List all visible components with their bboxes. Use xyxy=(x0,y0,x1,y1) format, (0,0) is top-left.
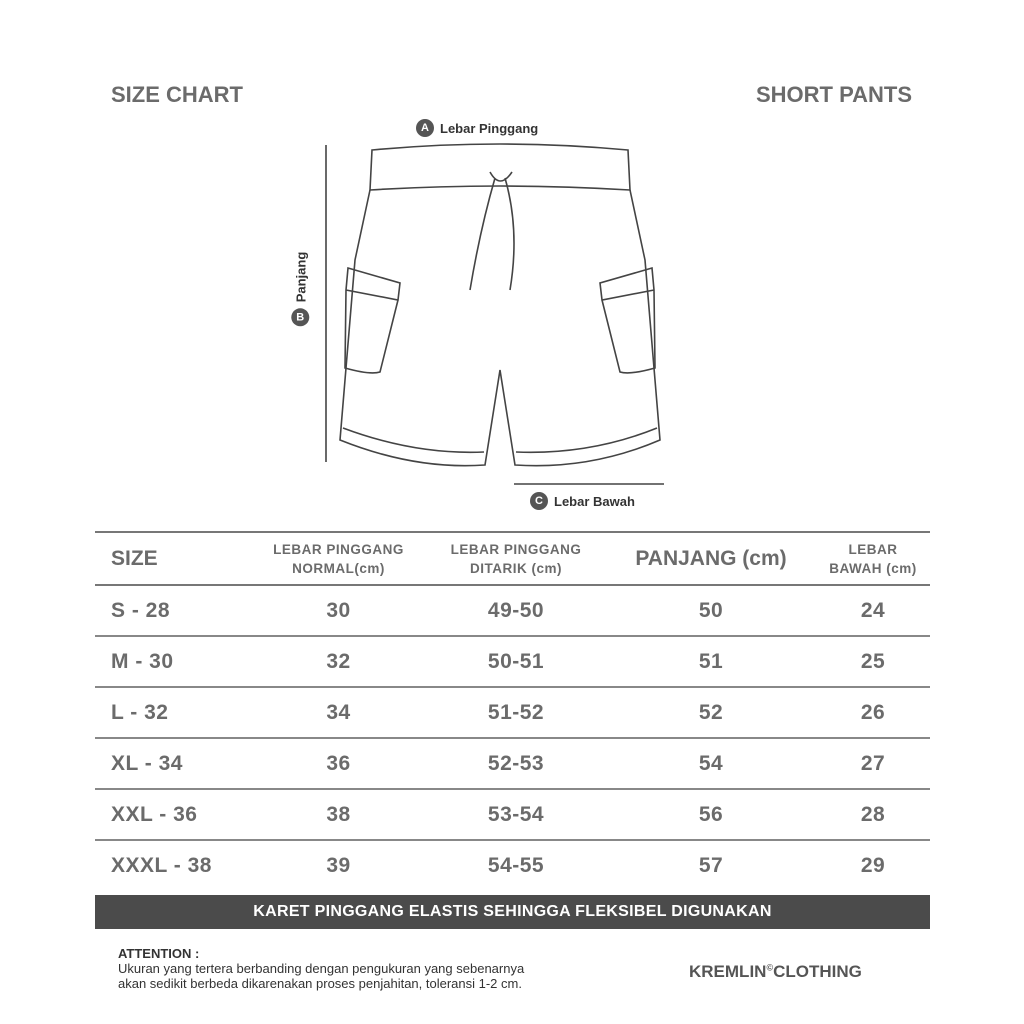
size-cell: XXL - 36 xyxy=(111,802,198,826)
size-cell: S - 28 xyxy=(111,598,171,622)
table-row: XL - 34 36 52-53 54 27 xyxy=(95,738,930,789)
waist-stretched-cell: 50-51 xyxy=(487,649,545,673)
table-row: XXL - 36 38 53-54 56 28 xyxy=(95,789,930,840)
hem-width-cell: 27 xyxy=(860,751,886,775)
hem-width-cell: 28 xyxy=(860,802,886,826)
waist-normal-cell: 38 xyxy=(326,802,351,826)
waist-stretched-cell: 54-55 xyxy=(487,854,545,877)
product-type-title: SHORT PANTS xyxy=(755,82,912,107)
hem-width-cell: 26 xyxy=(860,700,886,724)
length-cell: 50 xyxy=(698,598,724,622)
size-table: SIZE LEBAR PINGGANG NORMAL(cm) LEBAR PING… xyxy=(95,531,930,891)
attention-note: ATTENTION : Ukuran yang tertera berbandi… xyxy=(118,946,525,991)
hem-width-cell: 24 xyxy=(860,598,886,622)
table-row: M - 30 32 50-51 51 25 xyxy=(95,636,930,687)
table-header-row: SIZE LEBAR PINGGANG NORMAL(cm) LEBAR PING… xyxy=(95,532,930,585)
size-cell: L - 32 xyxy=(111,700,169,724)
waist-normal-cell: 30 xyxy=(326,598,351,622)
length-cell: 54 xyxy=(698,751,724,775)
length-cell: 52 xyxy=(698,700,724,724)
waist-normal-cell: 34 xyxy=(326,700,351,724)
waist-stretched-cell: 51-52 xyxy=(487,700,545,724)
size-cell: XL - 34 xyxy=(111,751,183,775)
brand-logo: KREMLIN©CLOTHING xyxy=(689,962,862,981)
table-row: L - 32 34 51-52 52 26 xyxy=(95,687,930,738)
waist-stretched-cell: 49-50 xyxy=(487,598,545,622)
length-cell: 56 xyxy=(698,802,724,826)
length-cell: 51 xyxy=(698,649,724,673)
table-row: XXXL - 38 39 54-55 57 29 xyxy=(95,840,930,891)
label-hem-width: C Lebar Bawah xyxy=(530,492,635,510)
waistband xyxy=(369,143,631,191)
waist-stretched-cell: 53-54 xyxy=(487,802,545,826)
size-chart-title: SIZE CHART xyxy=(111,82,243,107)
hem-width-cell: 25 xyxy=(860,649,886,673)
elastic-waist-banner: KARET PINGGANG ELASTIS SEHINGGA FLEKSIBE… xyxy=(95,895,930,929)
waist-stretched-cell: 52-53 xyxy=(487,751,545,775)
table-row: S - 28 30 49-50 50 24 xyxy=(95,585,930,636)
waist-normal-cell: 32 xyxy=(326,649,351,673)
length-cell: 57 xyxy=(698,854,724,877)
hem-width-cell: 29 xyxy=(860,854,886,877)
label-waist-width: A Lebar Pinggang xyxy=(416,119,538,137)
size-cell: M - 30 xyxy=(111,649,174,673)
shorts-illustration xyxy=(325,143,664,485)
waist-normal-cell: 39 xyxy=(326,854,351,877)
waist-normal-cell: 36 xyxy=(326,751,351,775)
size-cell: XXXL - 38 xyxy=(111,854,212,877)
shorts-body xyxy=(339,189,661,467)
